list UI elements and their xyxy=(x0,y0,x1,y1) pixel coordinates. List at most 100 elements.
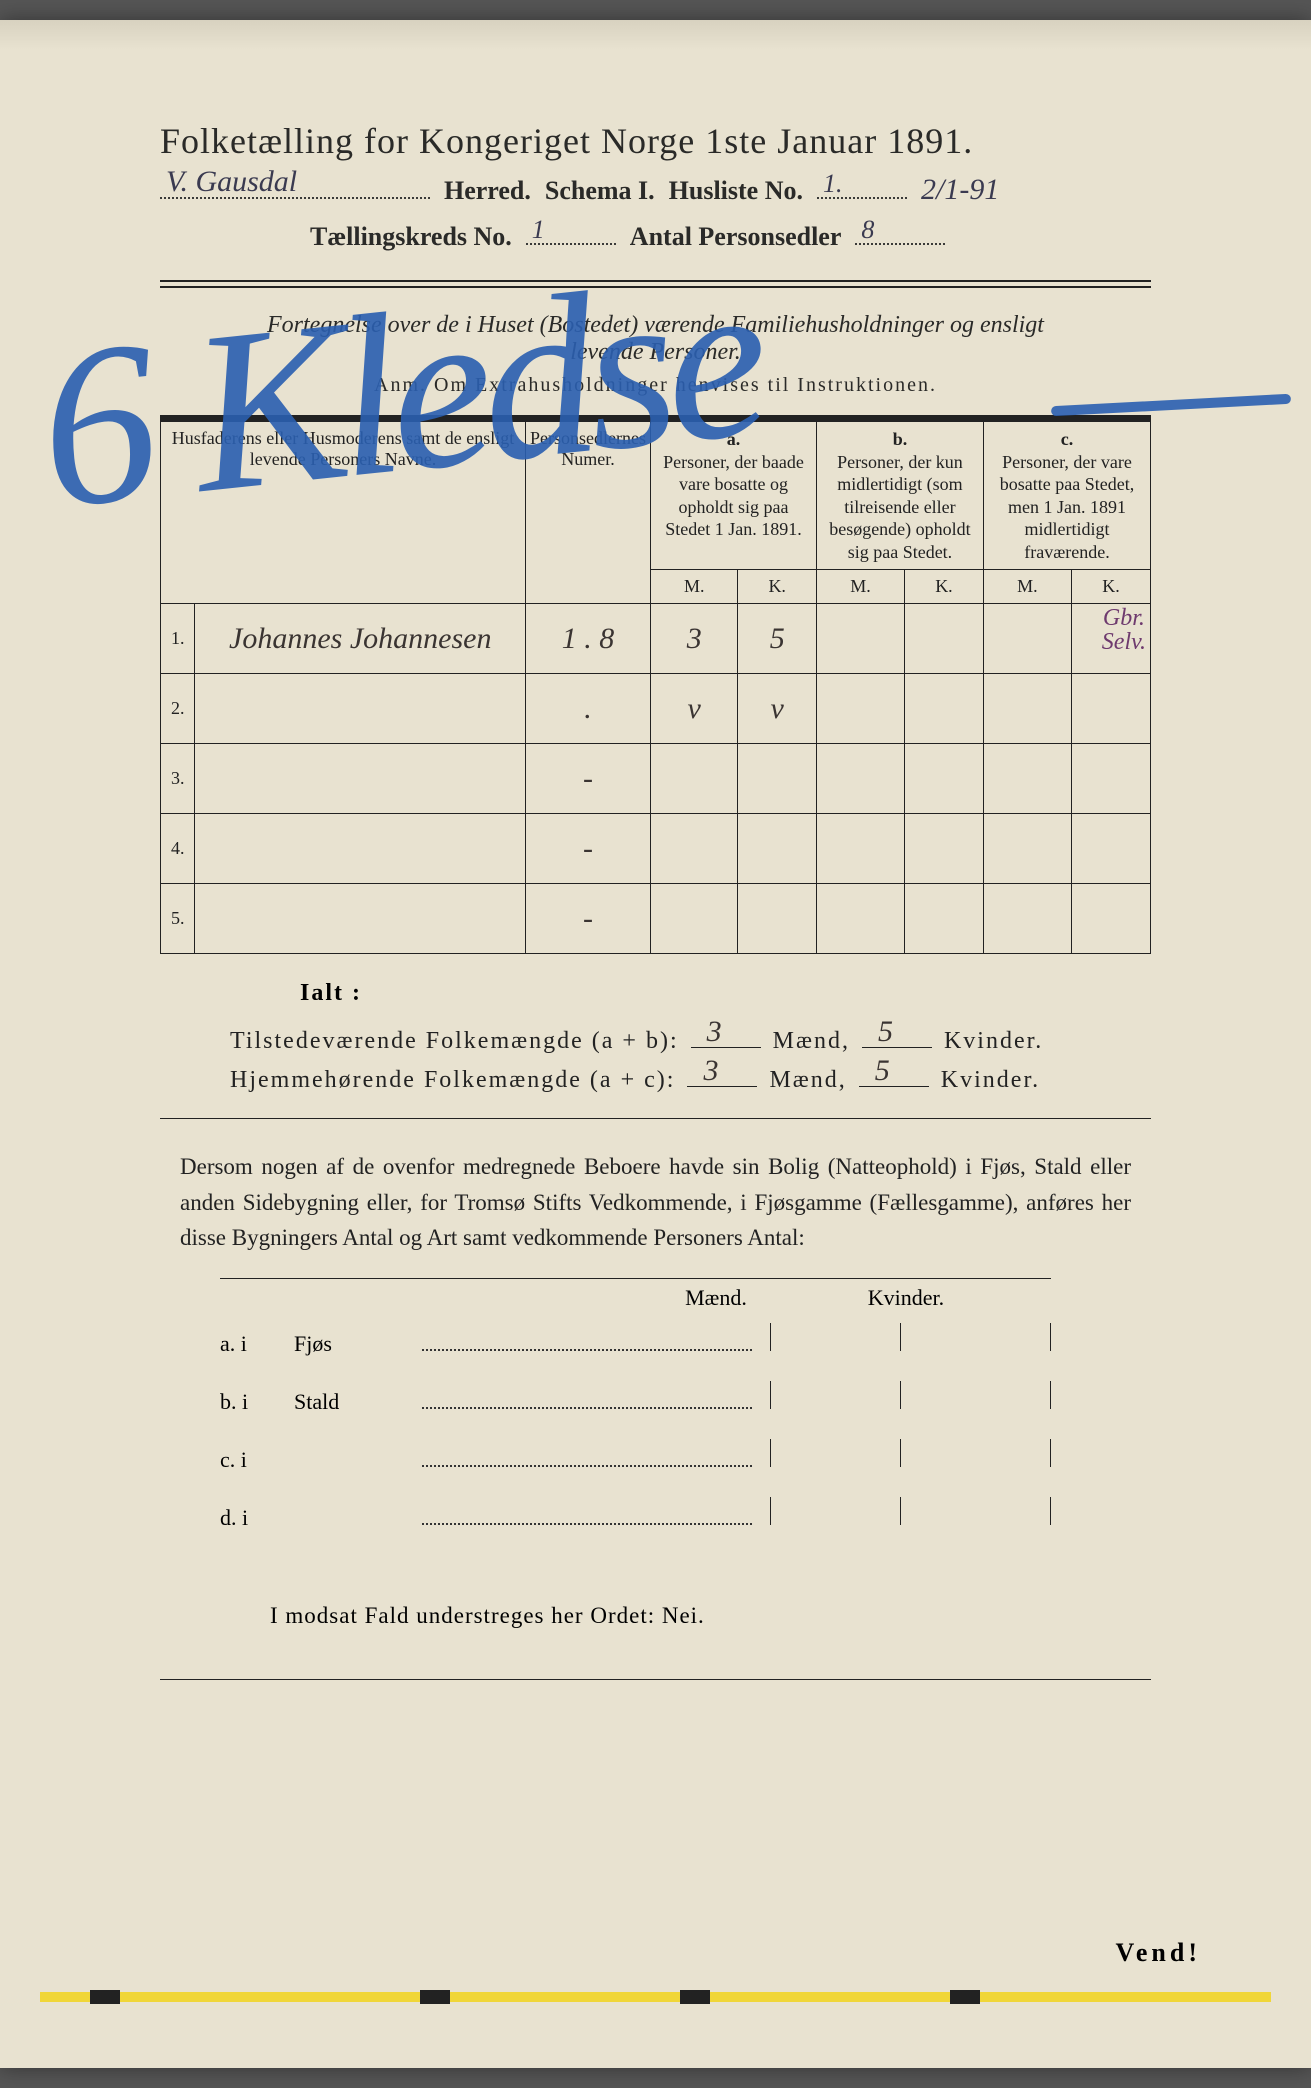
th-a-m: M. xyxy=(650,570,737,604)
side-row-dots xyxy=(422,1447,752,1467)
row-name xyxy=(195,674,526,744)
row-b-m xyxy=(816,884,904,954)
row-num: . xyxy=(526,674,651,744)
herred-value: V. Gausdal xyxy=(166,165,424,199)
ialt-label: Ialt : xyxy=(300,980,1221,1007)
table-row: 5. - xyxy=(161,884,1151,954)
nei-line: I modsat Fald understreges her Ordet: Ne… xyxy=(270,1603,1221,1629)
fortegnelse-line2: levende Personer. xyxy=(190,339,1121,366)
totals-hjemme: Hjemmehørende Folkemængde (a + c): 3 Mæn… xyxy=(230,1061,1221,1094)
herred-field: V. Gausdal xyxy=(160,170,430,199)
side-row: b. iStald xyxy=(220,1369,1051,1427)
row-a-m xyxy=(650,814,737,884)
row-b-m xyxy=(816,814,904,884)
row-a-m xyxy=(650,884,737,954)
th-b-k: K. xyxy=(904,570,983,604)
yellow-highlight xyxy=(40,1992,1271,2002)
paper-edge xyxy=(0,20,1311,50)
husliste-value: 1. xyxy=(823,169,901,199)
herred-label: Herred. xyxy=(444,176,531,206)
row-b-k xyxy=(904,604,983,674)
census-table: Husfaderens eller Husmoderens samt de en… xyxy=(160,421,1151,954)
row-name xyxy=(195,814,526,884)
row-num: 1 . 8 xyxy=(526,604,651,674)
side-row-dots xyxy=(422,1505,752,1525)
row-num: - xyxy=(526,884,651,954)
row-b-k xyxy=(904,744,983,814)
th-b: b. Personer, der kun midlertidigt (som t… xyxy=(816,422,983,570)
th-a: a. Personer, der baade vare bosatte og o… xyxy=(650,422,816,570)
side-row: d. i xyxy=(220,1485,1051,1543)
row-a-m: 3 xyxy=(650,604,737,674)
row-c-m xyxy=(983,884,1071,954)
totals-tilstede: Tilstedeværende Folkemængde (a + b): 3 M… xyxy=(230,1021,1221,1054)
maend-label-1: Mænd, xyxy=(773,1028,850,1055)
hjemme-m: 3 xyxy=(703,1054,720,1088)
row-c-k xyxy=(1071,814,1150,884)
maend-label-2: Mænd, xyxy=(769,1067,846,1094)
row-c-k xyxy=(1071,674,1150,744)
kreds-value: 1 xyxy=(532,215,610,245)
tilstede-k: 5 xyxy=(878,1015,895,1049)
stitch-mark xyxy=(90,1990,120,2004)
antal-value: 8 xyxy=(861,215,939,245)
hjemme-label: Hjemmehørende Folkemængde (a + c): xyxy=(230,1067,675,1094)
row-c-k: Gbr. Selv. xyxy=(1071,604,1150,674)
kreds-label: Tællingskreds No. xyxy=(310,222,512,252)
th-c-text: Personer, der vare bosatte paa Stedet, m… xyxy=(988,451,1146,564)
kreds-field: 1 xyxy=(526,217,616,246)
side-table-head: Mænd. Kvinder. xyxy=(220,1278,1051,1311)
row-b-m xyxy=(816,604,904,674)
row-number: 2. xyxy=(161,674,195,744)
row-b-k xyxy=(904,674,983,744)
th-b-label: b. xyxy=(821,428,979,451)
row-num: - xyxy=(526,814,651,884)
table-row: 4. - xyxy=(161,814,1151,884)
tilstede-m: 3 xyxy=(707,1015,724,1049)
side-row-cols xyxy=(770,1381,1051,1409)
row-c-m xyxy=(983,604,1071,674)
header-row-1: V. Gausdal Herred. Schema I. Husliste No… xyxy=(90,170,1221,207)
header-row-2: Tællingskreds No. 1 Antal Personsedler 8 xyxy=(90,217,1221,253)
row-number: 4. xyxy=(161,814,195,884)
anm-line: Anm. Om Extrahusholdninger henvises til … xyxy=(90,374,1221,397)
th-name: Husfaderens eller Husmoderens samt de en… xyxy=(161,422,526,604)
side-row-lab: d. i xyxy=(220,1505,276,1531)
table-row: 3.- xyxy=(161,744,1151,814)
row-c-m xyxy=(983,814,1071,884)
row-a-m: v xyxy=(650,674,737,744)
row-c-m xyxy=(983,674,1071,744)
side-row-cols xyxy=(770,1439,1051,1467)
th-c-label: c. xyxy=(988,428,1146,451)
side-row-cols xyxy=(770,1497,1051,1525)
husliste-field: 1. xyxy=(817,170,907,199)
fortegnelse-line1: Fortegnelse over de i Huset (Bostedet) v… xyxy=(190,312,1121,339)
th-b-m: M. xyxy=(816,570,904,604)
hjemme-k: 5 xyxy=(875,1054,892,1088)
paragraph: Dersom nogen af de ovenfor medregnede Be… xyxy=(180,1149,1131,1256)
side-row-dots xyxy=(422,1331,752,1351)
census-form-page: Folketælling for Kongeriget Norge 1ste J… xyxy=(0,20,1311,2068)
row-name: Johannes Johannesen xyxy=(195,604,526,674)
side-row: a. i Fjøs xyxy=(220,1311,1051,1369)
th-b-text: Personer, der kun midlertidigt (som tilr… xyxy=(821,451,979,564)
row-number: 5. xyxy=(161,884,195,954)
side-row-lab: b. i xyxy=(220,1389,276,1415)
tilstede-k-slot: 5 xyxy=(862,1021,932,1047)
row-c-k xyxy=(1071,744,1150,814)
side-row-type: Fjøs xyxy=(294,1331,404,1357)
tilstede-label: Tilstedeværende Folkemængde (a + b): xyxy=(230,1028,679,1055)
side-head-k: Kvinder. xyxy=(841,1285,971,1311)
kvinder-label-2: Kvinder. xyxy=(941,1067,1040,1094)
thin-rule-2 xyxy=(160,1679,1151,1680)
stitch-mark xyxy=(680,1990,710,2004)
side-row-lab: a. i xyxy=(220,1331,276,1357)
stitch-mark xyxy=(420,1990,450,2004)
side-date: 2/1-91 xyxy=(921,173,999,207)
th-num: Personsedlernes Numer. xyxy=(526,422,651,604)
hjemme-m-slot: 3 xyxy=(687,1061,757,1087)
row-number: 3. xyxy=(161,744,195,814)
kvinder-label-1: Kvinder. xyxy=(944,1028,1043,1055)
row-b-m xyxy=(816,674,904,744)
side-table: Mænd. Kvinder. a. iFjøsb. iStaldc. id. i xyxy=(220,1278,1051,1543)
